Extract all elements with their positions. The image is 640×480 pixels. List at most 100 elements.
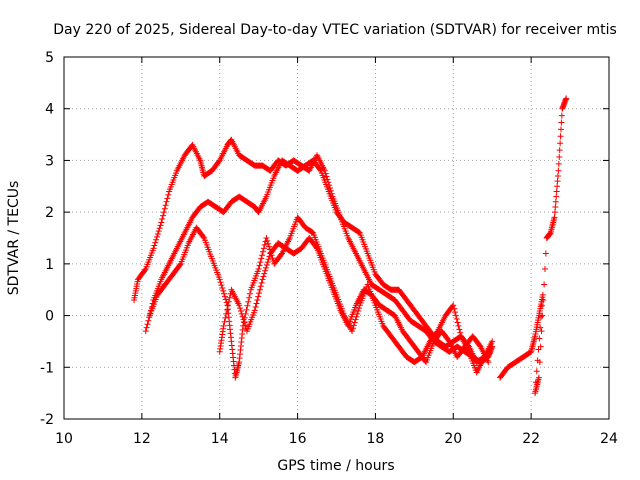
- data-point: [265, 240, 272, 247]
- data-point: [541, 281, 548, 288]
- data-point: [243, 306, 250, 313]
- data-point: [258, 255, 265, 262]
- data-point: [555, 160, 562, 167]
- data-point: [157, 222, 164, 229]
- data-point: [160, 209, 167, 216]
- data-point: [537, 343, 544, 350]
- data-point: [322, 170, 329, 177]
- data-point: [256, 262, 263, 269]
- data-point: [452, 312, 459, 319]
- data-point: [552, 203, 559, 210]
- x-tick-label: 20: [444, 431, 462, 447]
- data-point: [551, 209, 558, 216]
- data-point: [255, 293, 262, 300]
- data-point: [222, 296, 229, 303]
- data-point: [355, 305, 362, 312]
- data-point: [221, 290, 228, 297]
- y-tick-label: 2: [45, 205, 54, 221]
- data-point: [323, 173, 330, 180]
- data-point: [246, 294, 253, 301]
- data-point: [451, 305, 458, 312]
- data-point: [542, 250, 549, 257]
- data-point: [142, 328, 149, 335]
- data-point: [236, 302, 243, 309]
- x-tick-label: 24: [600, 431, 618, 447]
- x-axis-label: GPS time / hours: [277, 458, 394, 474]
- data-point: [557, 126, 564, 133]
- data-point: [241, 319, 248, 326]
- data-point: [246, 290, 253, 297]
- series-track-e: [497, 95, 570, 397]
- data-point: [557, 140, 564, 147]
- data-point: [264, 237, 271, 244]
- data-point: [259, 248, 266, 255]
- data-point: [265, 256, 272, 263]
- data-point: [161, 205, 168, 212]
- y-tick-label: 0: [45, 309, 54, 325]
- data-point: [162, 202, 169, 209]
- data-point: [540, 297, 547, 304]
- data-point: [350, 322, 357, 329]
- data-point: [224, 306, 231, 313]
- data-point: [264, 259, 271, 266]
- data-point: [260, 273, 267, 280]
- data-point: [224, 302, 231, 309]
- data-point: [153, 236, 160, 243]
- data-point: [255, 266, 262, 273]
- data-point: [238, 310, 245, 317]
- data-point: [452, 309, 459, 316]
- x-tick-label: 14: [211, 431, 229, 447]
- data-point: [163, 198, 170, 205]
- data-point: [259, 276, 266, 283]
- data-point: [257, 283, 264, 290]
- y-tick-label: 5: [45, 50, 54, 66]
- data-point: [456, 326, 463, 333]
- data-point: [141, 267, 148, 274]
- data-point: [533, 368, 540, 375]
- data-point: [258, 279, 265, 286]
- data-point: [537, 324, 544, 331]
- data-point: [219, 284, 226, 291]
- data-point: [237, 307, 244, 314]
- data-point: [563, 95, 570, 102]
- data-point: [159, 216, 166, 223]
- data-point: [176, 262, 183, 269]
- x-tick-label: 18: [367, 431, 385, 447]
- data-point: [539, 291, 546, 298]
- data-point: [269, 255, 276, 262]
- data-point: [220, 287, 227, 294]
- data-point: [556, 153, 563, 160]
- data-point: [538, 313, 545, 320]
- data-point: [152, 239, 159, 246]
- y-axis-ticks: -2 -1 0 1 2 3 4 5: [40, 50, 609, 428]
- data-point: [535, 374, 542, 381]
- data-point: [225, 298, 232, 305]
- data-point: [556, 147, 563, 154]
- data-point: [153, 233, 160, 240]
- data-point: [245, 298, 252, 305]
- data-point: [557, 133, 564, 140]
- data-point: [164, 195, 171, 202]
- series-track-b: [142, 157, 496, 366]
- data-point: [218, 282, 225, 289]
- data-point: [144, 321, 151, 328]
- data-point: [541, 266, 548, 273]
- y-axis-label: SDTVAR / TECUs: [6, 181, 22, 296]
- data-point: [554, 178, 561, 185]
- data-point: [450, 302, 457, 309]
- data-point: [554, 183, 561, 190]
- data-point: [317, 166, 324, 173]
- chart-title: Day 220 of 2025, Sidereal Day-to-day VTE…: [53, 22, 617, 38]
- data-point: [240, 316, 247, 323]
- data-point: [552, 198, 559, 205]
- grid-lines: [64, 57, 609, 419]
- data-point: [156, 225, 163, 232]
- data-point: [223, 310, 230, 317]
- data-point: [313, 244, 320, 251]
- x-tick-label: 22: [522, 431, 540, 447]
- data-point: [151, 242, 158, 249]
- data-point: [165, 191, 172, 198]
- data-point: [536, 335, 543, 342]
- y-tick-label: 4: [45, 102, 54, 118]
